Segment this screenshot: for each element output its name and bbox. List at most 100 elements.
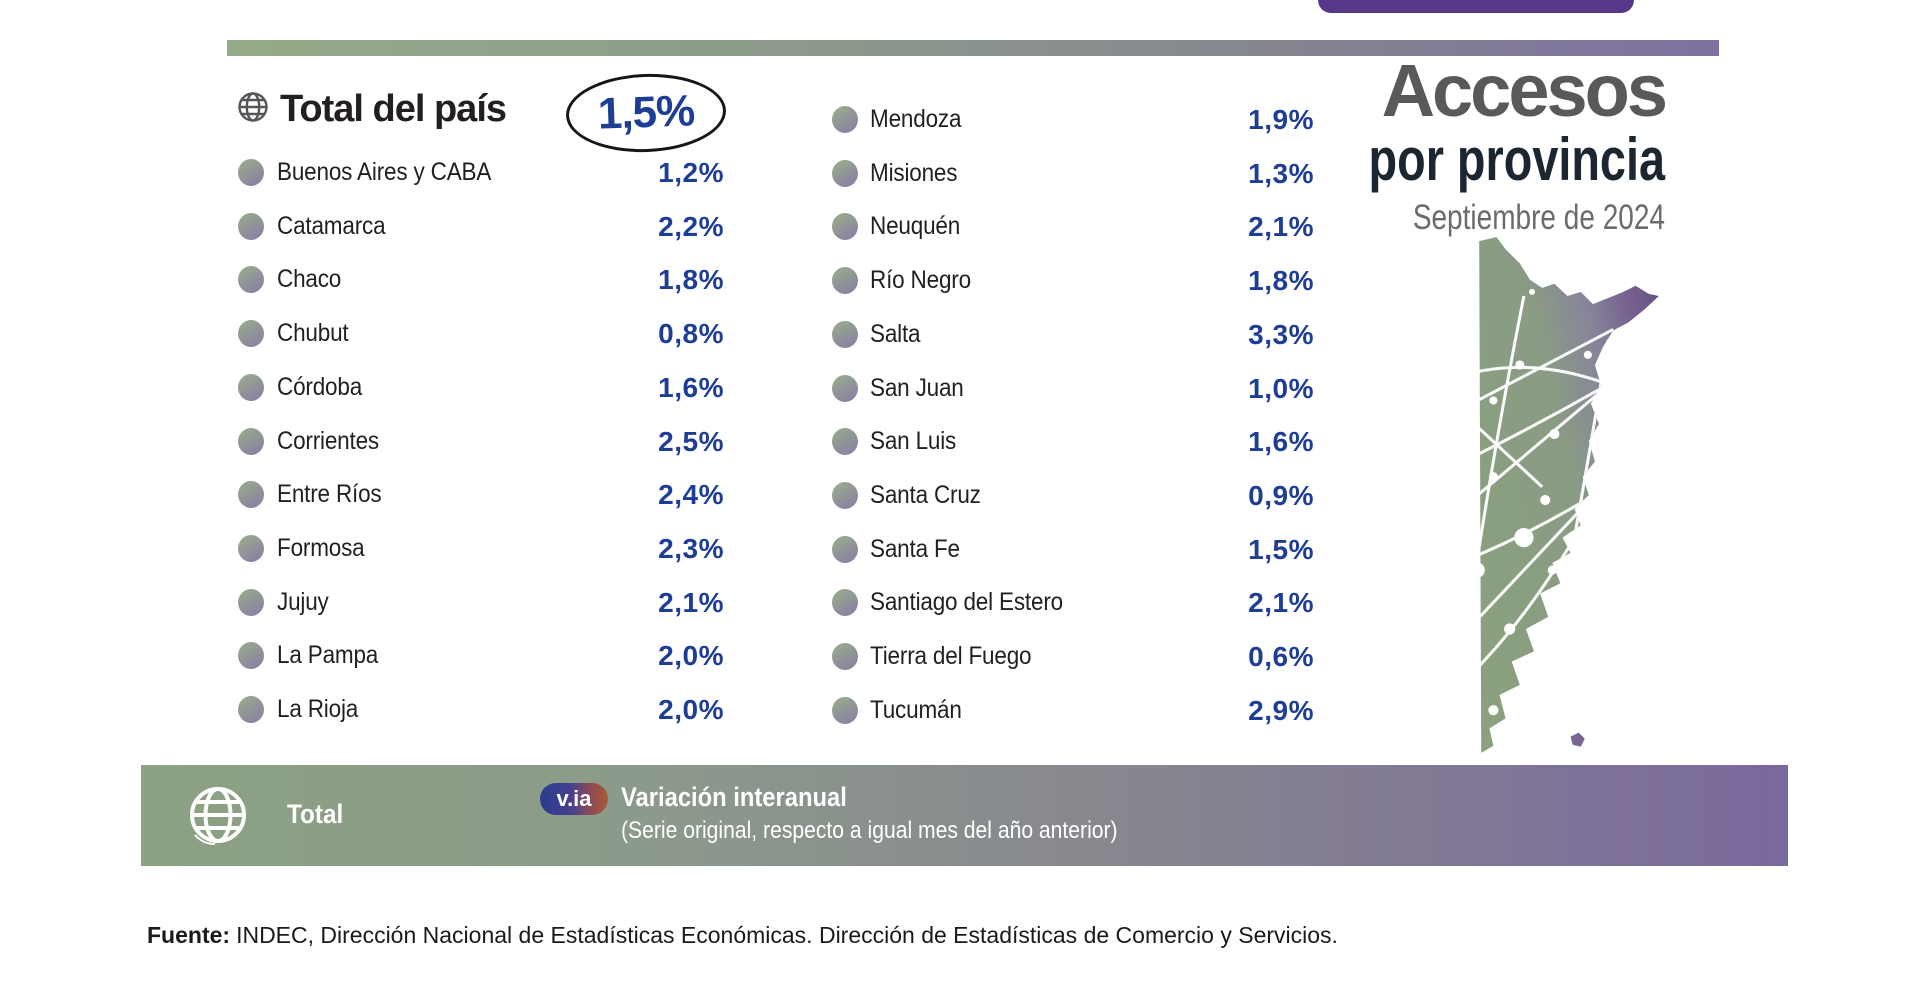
bullet-icon [238, 320, 264, 348]
province-value: 2,0% [658, 694, 724, 725]
province-label: Formosa [277, 533, 365, 562]
province-label: Tucumán [870, 695, 962, 724]
malvinas-shape [1570, 732, 1585, 747]
province-row: Salta 3,3% [830, 317, 1314, 353]
province-value: 1,2% [658, 157, 724, 188]
bullet-icon [832, 481, 858, 509]
province-label: Tierra del Fuego [870, 642, 1032, 670]
total-value-ellipse: 1,5% [564, 71, 728, 155]
province-value: 2,1% [658, 586, 724, 618]
globe-icon [238, 92, 268, 122]
source-text: INDEC, Dirección Nacional de Estadística… [236, 922, 1338, 948]
province-value: 2,5% [658, 425, 724, 457]
bullet-icon [238, 212, 264, 240]
legend-title: Variación interanual [621, 782, 847, 812]
province-value: 2,4% [658, 479, 724, 511]
page-title: Accesos [1381, 49, 1668, 132]
province-row: San Luis 1,6% [830, 424, 1314, 460]
province-label: Salta [870, 319, 921, 348]
province-label: Santa Cruz [870, 480, 981, 509]
province-row: La Pampa 2,0% [236, 638, 724, 674]
top-gradient-rule [227, 40, 1719, 56]
province-label: Chaco [277, 265, 342, 294]
title-block: Accesos por provincia Septiembre de 2024 [1180, 49, 1668, 237]
network-nodes [1432, 288, 1607, 716]
province-row: Santiago del Estero 2,1% [830, 585, 1314, 621]
province-row: Tucumán 2,9% [830, 693, 1314, 729]
province-label: Neuquén [870, 212, 961, 241]
province-value: 0,9% [1248, 479, 1314, 511]
province-value: 1,6% [658, 371, 724, 403]
globe-total-icon [190, 787, 246, 846]
argentina-silhouette [1479, 237, 1659, 753]
province-value: 2,9% [1248, 694, 1314, 726]
bullet-icon [238, 266, 264, 294]
legend-total-label: Total [287, 799, 344, 829]
bullet-icon [238, 588, 264, 616]
province-row: Córdoba 1,6% [236, 370, 724, 406]
legend-bar: Total v.ia Variación interanual (Serie o… [141, 765, 1788, 866]
bullet-icon [238, 481, 264, 509]
province-value: 1,8% [658, 264, 724, 296]
province-label: Santiago del Estero [870, 588, 1063, 617]
province-label: Catamarca [277, 211, 386, 240]
via-badge-label: v.ia [556, 786, 592, 811]
province-row: Jujuy 2,1% [236, 585, 724, 621]
province-label: San Juan [870, 373, 964, 402]
province-row: San Juan 1,0% [830, 371, 1314, 407]
bullet-icon [832, 589, 858, 617]
province-row: Chaco 1,8% [236, 262, 724, 298]
bullet-icon [832, 320, 858, 348]
province-label: Río Negro [870, 266, 971, 295]
page-subtitle: Septiembre de 2024 [1412, 198, 1665, 237]
province-value: 1,6% [1248, 426, 1314, 458]
total-label: Total del país [280, 88, 507, 130]
province-label: Mendoza [870, 105, 962, 133]
bullet-icon [832, 374, 858, 402]
province-label: Santa Fe [870, 534, 960, 563]
bullet-icon [832, 535, 858, 563]
province-label: Córdoba [277, 372, 363, 401]
province-label: Chubut [277, 319, 349, 348]
province-value: 1,0% [1248, 372, 1314, 404]
province-value: 3,3% [1248, 318, 1314, 350]
province-value: 2,2% [658, 210, 724, 242]
province-value: 2,1% [1248, 587, 1314, 619]
province-value: 0,6% [1248, 641, 1314, 672]
bullet-icon [238, 642, 264, 670]
province-label: La Pampa [277, 641, 379, 670]
province-row: Buenos Aires y CABA 1,2% [236, 155, 724, 191]
bullet-icon [238, 534, 264, 562]
bullet-icon [238, 696, 264, 723]
source-note: Fuente: INDEC, Dirección Nacional de Esta… [147, 922, 1338, 949]
bullet-icon [238, 427, 264, 455]
province-value: 2,3% [658, 532, 724, 564]
bullet-icon [238, 373, 264, 401]
province-label: Misiones [870, 158, 958, 187]
top-purple-tab [1318, 0, 1634, 13]
argentina-network-map [1398, 233, 1666, 790]
bullet-icon [238, 159, 264, 186]
province-row: Tierra del Fuego 0,6% [830, 639, 1314, 675]
province-row: Chubut 0,8% [236, 316, 724, 352]
source-label: Fuente: [147, 922, 231, 948]
province-label: Jujuy [277, 587, 329, 616]
province-value: 1,5% [1248, 533, 1314, 565]
province-value: 1,8% [1248, 265, 1314, 297]
province-label: Entre Ríos [277, 480, 382, 509]
province-label: San Luis [870, 427, 957, 456]
province-label: Corrientes [277, 426, 379, 455]
province-row: Santa Cruz 0,9% [830, 478, 1314, 514]
province-label: Buenos Aires y CABA [277, 158, 492, 186]
province-row: Formosa 2,3% [236, 531, 724, 567]
legend-subtitle: (Serie original, respecto a igual mes de… [621, 817, 1118, 844]
province-row: Corrientes 2,5% [236, 424, 724, 460]
bullet-icon [832, 106, 858, 133]
bullet-icon [832, 696, 858, 724]
province-value: 0,8% [658, 318, 724, 350]
bullet-icon [832, 643, 858, 670]
province-row: La Rioja 2,0% [236, 692, 724, 728]
province-row: Santa Fe 1,5% [830, 532, 1314, 568]
page-title-line2: por provincia [1368, 126, 1665, 193]
